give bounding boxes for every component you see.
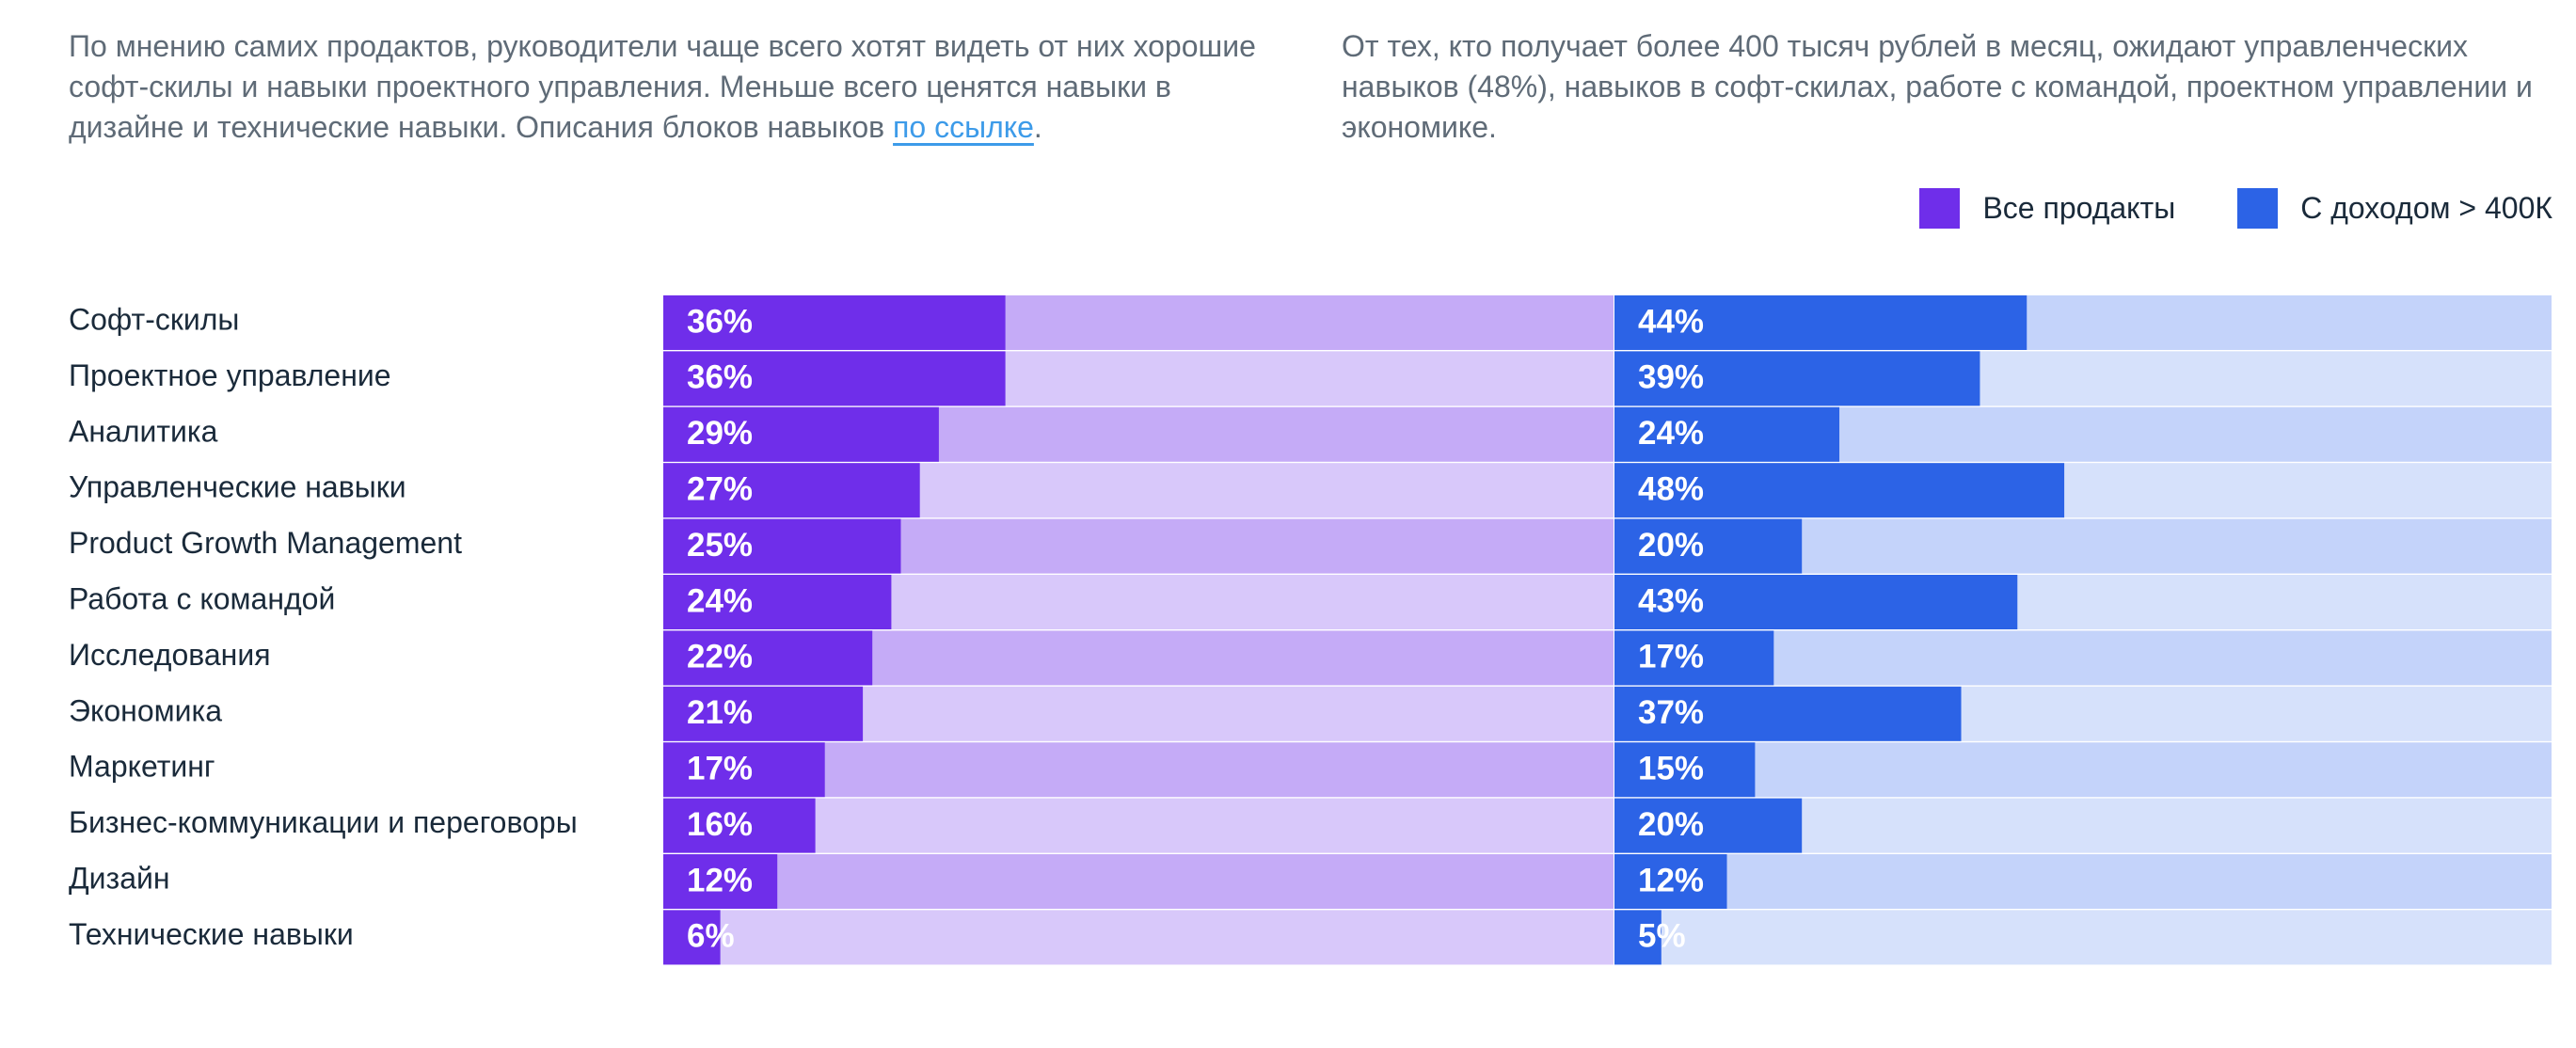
category-label: Софт-скилы [69, 302, 239, 336]
category-label: Аналитика [69, 414, 218, 448]
bar-value-label-all: 12% [687, 862, 753, 898]
bar-track-high-income [1614, 854, 2552, 909]
intro-right-paragraph: От тех, кто получает более 400 тысяч руб… [1342, 29, 2533, 144]
bar-value-label-high-income: 37% [1638, 694, 1704, 731]
bar-all [663, 742, 825, 798]
bar-high-income [1614, 406, 1840, 462]
bar-track-high-income [1614, 742, 2552, 798]
skills-description-link[interactable]: по ссылке [893, 110, 1034, 144]
bar-value-label-high-income: 12% [1638, 862, 1704, 898]
bar-high-income [1614, 295, 2027, 350]
bar-all [663, 798, 816, 853]
bar-high-income [1614, 463, 2065, 518]
category-label: Product Growth Management [69, 526, 462, 560]
bar-value-label-high-income: 43% [1638, 582, 1704, 619]
bar-all [663, 351, 1006, 406]
bar-value-label-high-income: 39% [1638, 359, 1704, 396]
intro-left-end: . [1033, 110, 1042, 144]
category-label: Дизайн [69, 861, 170, 895]
bar-high-income [1614, 575, 2018, 629]
intro-left-paragraph: По мнению самих продактов, руководители … [69, 26, 1282, 148]
intro-left-text: По мнению самих продактов, руководители … [69, 29, 1256, 144]
bar-track-all [663, 854, 1614, 909]
bar-value-label-high-income: 44% [1638, 303, 1704, 340]
bar-value-label-high-income: 20% [1638, 527, 1704, 564]
bar-value-label-all: 22% [687, 639, 753, 675]
bar-high-income [1614, 630, 1774, 686]
bar-all [663, 463, 920, 518]
bar-value-label-all: 27% [687, 470, 753, 507]
bar-track-all [663, 910, 1614, 965]
legend-item-all: Все продакты [1919, 188, 2175, 229]
legend-label-all: Все продакты [1982, 191, 2176, 225]
bar-value-label-all: 16% [687, 806, 753, 843]
bar-value-label-all: 21% [687, 694, 753, 731]
legend-label-high-income: С доходом > 400К [2300, 191, 2552, 225]
bar-value-label-high-income: 48% [1638, 470, 1704, 507]
bar-track-all [663, 798, 1614, 853]
legend-item-high-income: С доходом > 400К [2237, 188, 2552, 229]
category-label: Исследования [69, 638, 271, 672]
category-label: Экономика [69, 693, 222, 727]
bar-value-label-all: 25% [687, 527, 753, 564]
legend-swatch-high-income [2237, 188, 2279, 229]
bar-high-income [1614, 854, 1727, 909]
bar-high-income [1614, 518, 1803, 574]
bar-value-label-high-income: 5% [1638, 918, 1686, 955]
bar-all [663, 575, 892, 629]
bar-all [663, 518, 901, 574]
chart-legend: Все продакты С доходом > 400К [1857, 188, 2552, 229]
bar-all [663, 686, 864, 741]
bar-value-label-high-income: 20% [1638, 806, 1704, 843]
bar-high-income [1614, 686, 1962, 741]
bar-all [663, 406, 939, 462]
bar-all [663, 910, 721, 965]
bar-all [663, 295, 1006, 350]
bar-value-label-high-income: 17% [1638, 639, 1704, 675]
bar-high-income [1614, 351, 1980, 406]
bar-value-label-all: 24% [687, 582, 753, 619]
bar-value-label-high-income: 24% [1638, 415, 1704, 452]
bar-value-label-high-income: 15% [1638, 750, 1704, 786]
category-label: Бизнес-коммуникации и переговоры [69, 805, 578, 839]
category-label: Управленческие навыки [69, 470, 406, 504]
bar-high-income [1614, 910, 1662, 965]
category-label: Технические навыки [69, 917, 354, 951]
bar-value-label-all: 36% [687, 303, 753, 340]
bar-high-income [1614, 742, 1756, 798]
category-label: Проектное управление [69, 358, 391, 392]
legend-swatch-all [1919, 188, 1961, 229]
bar-value-label-all: 36% [687, 359, 753, 396]
bar-value-label-all: 17% [687, 750, 753, 786]
bar-high-income [1614, 798, 1803, 853]
category-label: Маркетинг [69, 750, 215, 784]
bar-all [663, 854, 778, 909]
bar-value-label-all: 6% [687, 918, 735, 955]
category-label: Работа с командой [69, 581, 335, 615]
bar-track-high-income [1614, 910, 2552, 965]
bar-all [663, 630, 873, 686]
bar-value-label-all: 29% [687, 415, 753, 452]
